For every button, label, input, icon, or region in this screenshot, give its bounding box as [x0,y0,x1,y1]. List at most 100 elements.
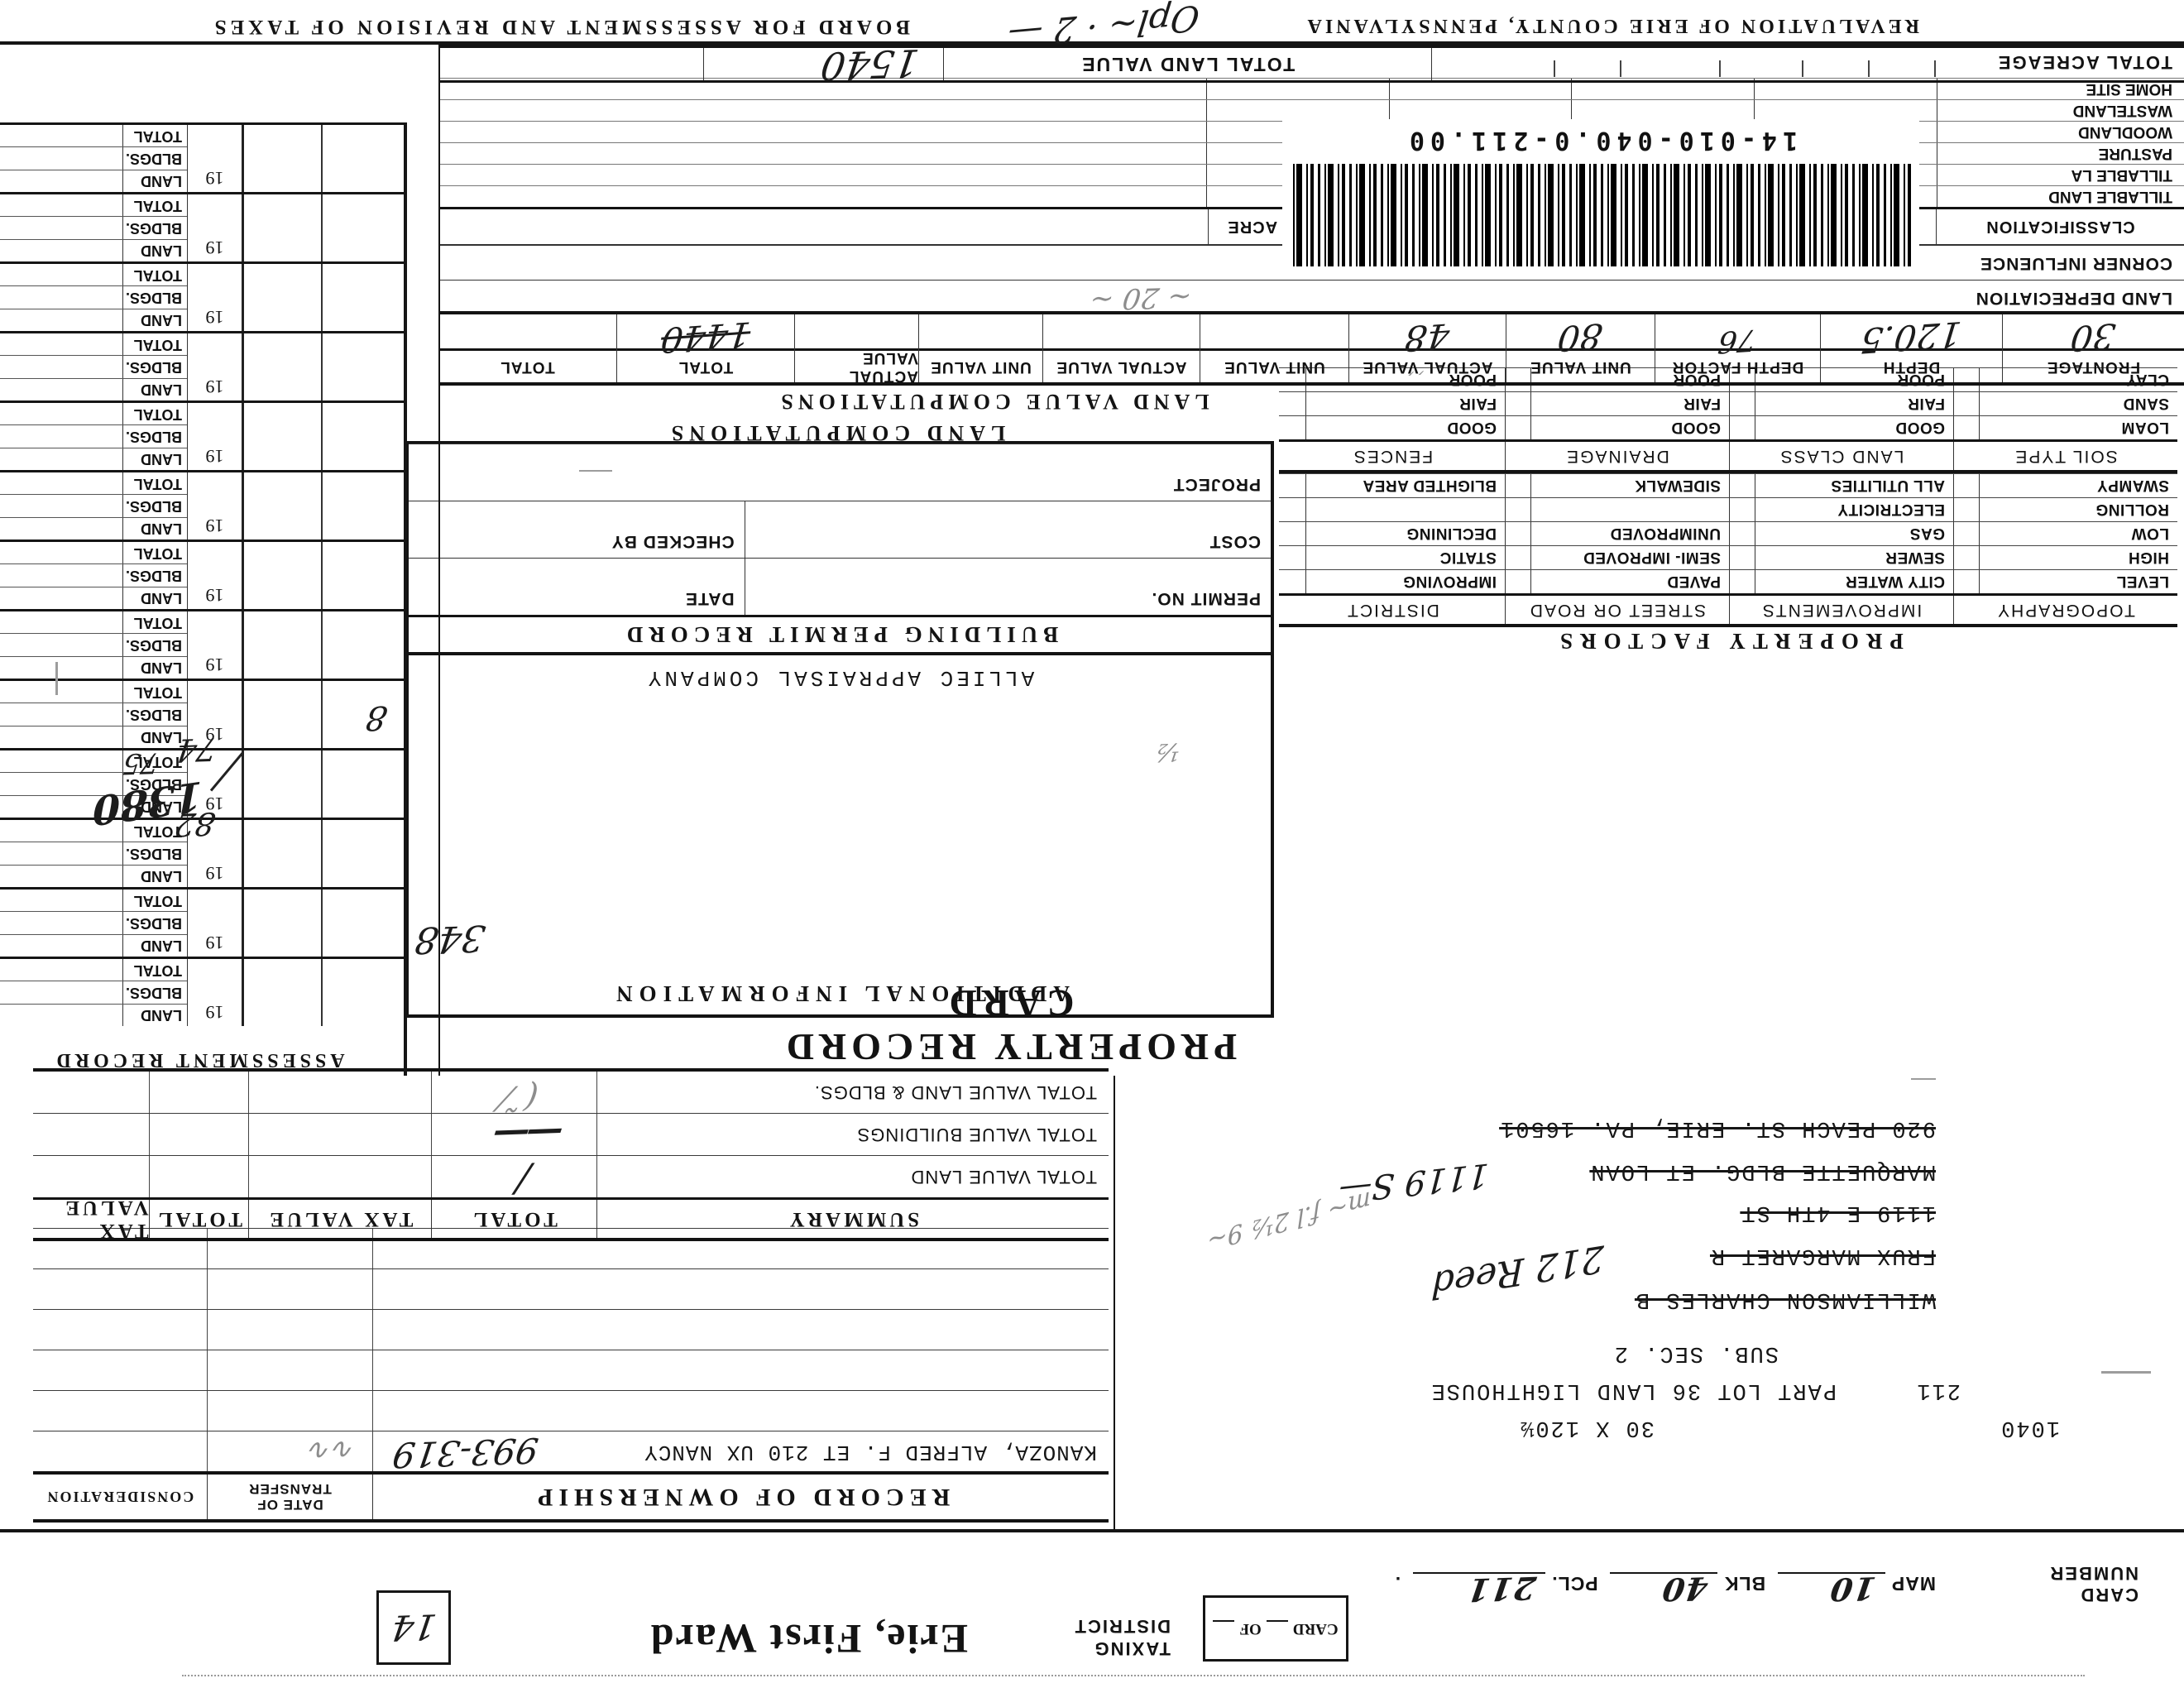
land-row: LAND [0,447,187,470]
acres-cell [1753,100,1937,121]
owner-address: 920 PEACH ST. ERIE, PA. 16501 [1499,1115,1936,1140]
soil-label: SAND [2123,395,2169,412]
assessment-spare-col-a [321,959,404,1026]
land-value-cell [0,935,122,957]
assessment-spare-col-a [321,333,404,400]
bldgs-label: BLDGS. [122,495,187,517]
land-taxvalue2-cell [33,1156,149,1197]
factor-cell: STATIC [1281,546,1505,569]
blk-value-handwritten: 40 [1660,1570,1711,1609]
assessment-spare-col-b [242,959,321,1026]
handwritten-date-mark: ∿∿ [306,1432,358,1467]
district-header: DISTRICT [1346,601,1439,620]
factor-cell: HIGH [1953,546,2177,569]
bldgs-value-cell [0,147,122,169]
bldgs-value-cell [0,981,122,1003]
factor-label [1306,498,1505,521]
acres-cell-2 [1388,100,1572,121]
factor-checkbox [1506,416,1531,439]
assessment-spare-col-b [242,333,321,400]
ownership-row-1: KANOZA, ALFRED F. ET 210 UX NANCY 993-31… [33,1430,1109,1475]
cost-label: COST [1209,532,1261,551]
land-label: LAND [122,587,187,609]
permit-row-3: PROJECT [409,444,1271,501]
permit-row-1: PERMIT NO. DATE [409,558,1271,615]
card-of-of-label: OF [1239,1620,1262,1638]
row-blank [438,165,1206,185]
assessment-year-group: 19 LAND BLDGS. TOTAL [0,192,404,261]
additional-information-title: ADDITIONAL INFORMATION [610,981,1070,1006]
soil-cell: SAND [1953,392,2177,415]
summary-col-total-2: TOTAL [148,1200,249,1238]
bldgs-row: BLDGS. [0,216,187,239]
factor-checkbox [1281,416,1306,439]
bldgs-total2-cell [148,1114,249,1155]
assessment-year-group: 19 LAND BLDGS. TOTAL [0,539,404,609]
ownership-empty-row [33,1390,1109,1431]
transfer-date-cell: ∿∿ [206,1431,373,1471]
owner-name-cell [372,1269,1109,1309]
district-name: Erie, First Ward [649,1616,968,1662]
assessment-rows: LAND BLDGS. TOTAL [0,403,187,470]
scan-noise [1911,1078,1936,1080]
bldgs-row: BLDGS. [0,285,187,309]
factor-cell: DECLINING [1281,522,1505,545]
soil-cell: FAIR [1505,392,1729,415]
row-blank [438,143,1206,164]
factor-label: SIDEWALK [1634,477,1721,494]
factor-cell: ELECTRICITY [1729,498,1953,521]
property-factors-table: PROPERTY FACTORS TOPOGRAPHY IMPROVEMENTS… [1279,367,2177,654]
land-value-cell [0,1005,122,1026]
main-top-border [0,1529,2184,1532]
bldgs-label: BLDGS. [122,912,187,934]
factor-checkbox [1730,522,1755,545]
faint-mark: ´´ [1408,353,1431,378]
soil-cell: FAIR [1281,392,1505,415]
summary-table: SUMMARY TOTAL TAX VALUE TOTAL TAX VALUE … [33,1068,1109,1242]
lb-taxval2-cell [33,1072,149,1113]
street-or-road-header: STREET OR ROAD [1505,596,1729,624]
handwritten-14: 14 [388,1606,439,1649]
land-depreciation-row: LAND DEPRECIATION ~ 20 ~ [438,280,2184,316]
transfer-date-cell [206,1391,373,1431]
factor-label: SEMI- IMPROVED [1583,549,1721,566]
owner-name-cell [372,1310,1109,1350]
factor-cell: ALL UTILITIES [1729,474,1953,497]
legal-description-2: SUB. SEC. 2 [1612,1340,1779,1365]
appraisal-company: ALLIEC APPRAISAL COMPANY [644,665,1035,690]
factor-checkbox [1506,474,1531,497]
assessment-spare-col-a [321,472,404,539]
lvc-column-header: ACTUAL VALUE [1042,351,1200,382]
handwritten-total-1440: 1440 [659,314,753,361]
assessment-spare-col-b [242,820,321,887]
permit-row-2: COST CHECKED BY [409,501,1271,558]
handwritten-unit-value: 80 [1555,315,1606,359]
handwritten-1540: 1540 [817,40,922,89]
bldgs-label: BLDGS. [122,981,187,1004]
bldgs-taxval2-cell [33,1114,149,1155]
land-value-cell [0,170,122,192]
factor-cell: LOW [1953,522,2177,545]
bldgs-label: BLDGS. [122,286,187,309]
factor-checkbox [1730,392,1755,415]
bldgs-value-cell [0,286,122,308]
land-row: LAND [0,308,187,331]
row-blank [438,186,1206,207]
total-value-cell [0,472,122,494]
lvc-column-header: TOTAL [500,358,555,376]
bldgs-value-cell [0,495,122,516]
total-value-cell [0,611,122,633]
barcode-sticker: 14-010-040.0-211.00 [1282,119,1919,271]
scan-edge-dots [182,1675,2085,1676]
assessment-spare-col-b [242,264,321,331]
bldgs-row: BLDGS. [0,146,187,170]
factors-row: SWAMPY ALL UTILITIES SIDEWALK BLIGHTED A… [1279,473,2177,497]
land-label: LAND [122,239,187,261]
building-permit-record: BUILDING PERMIT RECORD PERMIT NO. DATE C… [405,441,1274,652]
factor-label: HIGH [2128,549,2170,566]
assessment-spare-col-a [321,194,404,261]
owner-name-cell [372,1350,1109,1390]
consideration-cell [33,1391,207,1431]
bldgs-row: BLDGS. [0,703,187,726]
land-label: LAND [122,656,187,679]
